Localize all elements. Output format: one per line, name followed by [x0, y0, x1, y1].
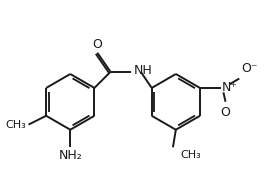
- Text: CH₃: CH₃: [6, 120, 26, 130]
- Text: CH₃: CH₃: [180, 150, 201, 160]
- Text: O⁻: O⁻: [242, 62, 258, 75]
- Text: NH₂: NH₂: [58, 149, 82, 162]
- Text: O: O: [92, 38, 102, 51]
- Text: NH: NH: [134, 64, 153, 77]
- Text: N⁺: N⁺: [222, 81, 238, 94]
- Text: O: O: [221, 106, 230, 119]
